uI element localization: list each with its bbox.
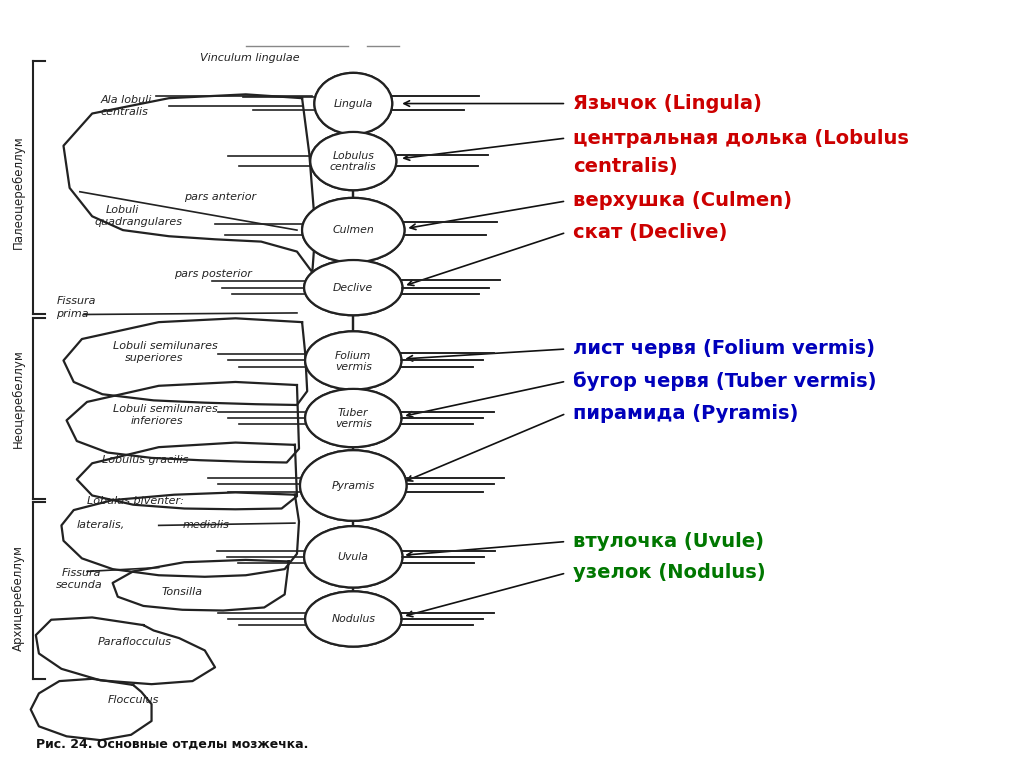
Ellipse shape [302, 198, 404, 262]
Ellipse shape [304, 526, 402, 588]
Ellipse shape [314, 73, 392, 134]
Ellipse shape [305, 331, 401, 390]
Text: quadrangulares: quadrangulares [94, 217, 182, 228]
Text: prima: prima [56, 308, 89, 319]
Text: Tonsilla: Tonsilla [162, 587, 203, 597]
Text: Ala lobuli: Ala lobuli [100, 94, 152, 105]
Text: inferiores: inferiores [131, 416, 183, 426]
Polygon shape [63, 318, 307, 405]
Text: superiores: superiores [125, 353, 183, 364]
Ellipse shape [304, 526, 402, 588]
Text: Неоцеребеллум: Неоцеребеллум [12, 350, 25, 448]
Ellipse shape [300, 450, 407, 521]
Ellipse shape [305, 591, 401, 647]
Text: centralis: centralis [100, 107, 148, 117]
Text: Архицеребеллум: Архицеребеллум [12, 545, 25, 651]
Ellipse shape [300, 450, 407, 521]
Text: Vinculum lingulae: Vinculum lingulae [200, 52, 299, 63]
Text: скат (Declive): скат (Declive) [573, 223, 728, 242]
Ellipse shape [310, 132, 396, 190]
Text: pars anterior: pars anterior [184, 192, 256, 202]
Polygon shape [36, 617, 215, 684]
Ellipse shape [305, 331, 401, 390]
Text: Lobulus gracilis: Lobulus gracilis [102, 455, 188, 466]
Text: Fissura: Fissura [56, 296, 96, 307]
Text: узелок (Nodulus): узелок (Nodulus) [573, 564, 766, 582]
Text: верхушка (Culmen): верхушка (Culmen) [573, 192, 793, 210]
Text: Nodulus: Nodulus [332, 614, 375, 624]
Text: centralis: centralis [330, 162, 377, 173]
Polygon shape [61, 492, 299, 577]
Ellipse shape [310, 132, 396, 190]
Text: Палеоцеребеллум: Палеоцеребеллум [12, 135, 25, 249]
Text: Lobulus: Lobulus [333, 150, 374, 161]
Text: Lobuli semilunares: Lobuli semilunares [113, 341, 217, 351]
Ellipse shape [305, 389, 401, 447]
Ellipse shape [305, 591, 401, 647]
Polygon shape [77, 443, 297, 509]
Text: Fissura: Fissura [61, 568, 101, 578]
Text: Tuber: Tuber [338, 408, 369, 419]
Text: vermis: vermis [335, 362, 372, 373]
Text: centralis): centralis) [573, 157, 678, 176]
Text: Рис. 24. Основные отделы мозжечка.: Рис. 24. Основные отделы мозжечка. [36, 738, 308, 750]
Text: Pyramis: Pyramis [332, 480, 375, 491]
Text: vermis: vermis [335, 419, 372, 430]
Ellipse shape [305, 389, 401, 447]
Text: бугор червя (Tuber vermis): бугор червя (Tuber vermis) [573, 371, 877, 391]
Ellipse shape [304, 260, 402, 315]
Polygon shape [31, 679, 152, 740]
Text: Flocculus: Flocculus [108, 695, 159, 706]
Ellipse shape [314, 73, 392, 134]
Text: Declive: Declive [333, 282, 374, 293]
Text: пирамида (Pyramis): пирамида (Pyramis) [573, 404, 799, 423]
Text: pars posterior: pars posterior [174, 268, 252, 279]
Text: Paraflocculus: Paraflocculus [97, 637, 171, 647]
Polygon shape [67, 382, 299, 463]
Text: Folium: Folium [335, 351, 372, 361]
Text: Lobuli semilunares: Lobuli semilunares [113, 403, 217, 414]
Text: лист червя (Folium vermis): лист червя (Folium vermis) [573, 340, 876, 358]
Text: Lobulus biventer:: Lobulus biventer: [87, 495, 184, 506]
Ellipse shape [304, 260, 402, 315]
Text: Lobuli: Lobuli [105, 205, 139, 216]
Text: Язычок (Lingula): Язычок (Lingula) [573, 94, 762, 113]
Text: Lingula: Lingula [334, 98, 373, 109]
Polygon shape [63, 94, 315, 272]
Polygon shape [113, 560, 289, 611]
Text: центральная долька (Lobulus: центральная долька (Lobulus [573, 129, 909, 147]
Text: secunda: secunda [56, 580, 103, 591]
Text: втулочка (Uvule): втулочка (Uvule) [573, 532, 765, 551]
Text: Culmen: Culmen [333, 225, 374, 235]
Text: lateralis,: lateralis, [77, 519, 125, 530]
Ellipse shape [302, 198, 404, 262]
Text: Uvula: Uvula [338, 551, 369, 562]
Text: medialis: medialis [182, 519, 229, 530]
